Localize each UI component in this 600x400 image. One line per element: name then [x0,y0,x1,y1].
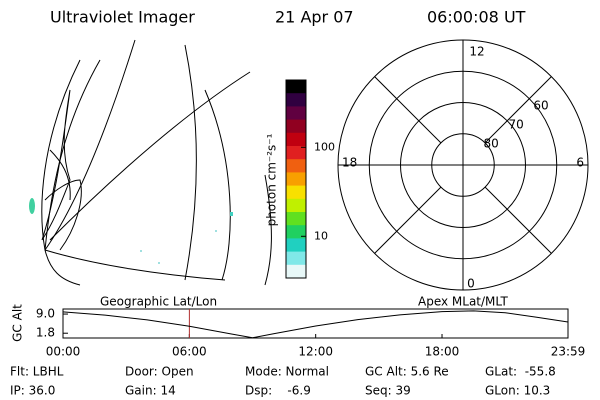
colorbar-band [286,146,306,160]
colorbar-band [286,251,306,266]
meridian [484,76,552,144]
right-label: Apex MLat/MLT [418,295,508,309]
status-field: Flt: LBHL [10,365,64,379]
series-line [62,310,569,339]
status-field: Mode: Normal [245,365,329,379]
mlt-label: 12 [469,45,484,59]
y-axis-title: GC Alt [11,304,25,342]
x-tick-label: 06:00 [172,345,207,359]
colorbar-band [286,172,306,187]
status-field: GLon: 10.3 [485,384,550,398]
x-tick-label: 00:00 [46,345,81,359]
colorbar-band [286,238,306,253]
status-field: Seq: 39 [365,384,411,398]
colorbar-frame [285,79,307,279]
colorbar-band [286,185,306,200]
x-tick-label: 23:59 [551,345,586,359]
colorbar-band [286,93,306,107]
status-field: Door: Open [125,365,194,379]
colorbar-band [286,264,306,279]
date: 21 Apr 07 [275,8,354,27]
colorbar-band [286,119,306,134]
mlt-label: 0 [467,277,475,291]
latitude-label: 70 [508,117,523,131]
colorbar-tick-label: 10 [314,229,328,242]
map-grid [41,39,272,286]
latitude-label: 60 [533,99,548,113]
status-field: GC Alt: 5.6 Re [365,365,449,379]
status-field: GLat: -55.8 [485,365,556,379]
y-tick-label: 1.8 [36,326,55,340]
meridian [374,186,442,254]
colorbar-band [286,198,306,213]
colorbar-band [286,212,306,226]
colorbar-tick-label: 100 [314,140,335,153]
colorbar-band [286,159,306,173]
status-field: Gain: 14 [125,384,176,398]
mlt-label: 18 [342,156,357,170]
colorbar-band [286,132,306,147]
latitude-label: 80 [484,136,499,150]
colorbar-band [286,106,306,121]
left-label: Geographic Lat/Lon [100,295,217,309]
x-tick-label: 12:00 [298,345,333,359]
time: 06:00:08 UT [427,8,526,27]
colorbar-band [286,80,306,94]
colorbar-band [286,225,306,239]
meridian [484,186,552,254]
aurora-spots [29,198,233,264]
status-field: Dsp: -6.9 [245,384,311,398]
y-tick-label: 9.0 [36,307,55,321]
title: Ultraviolet Imager [50,8,195,27]
colorbar-label: photon cm⁻²s⁻¹ [265,133,279,226]
plot-frame [62,308,569,339]
x-tick-label: 18:00 [425,345,460,359]
status-field: IP: 36.0 [10,384,55,398]
mlt-label: 6 [576,156,584,170]
meridian [374,76,442,144]
